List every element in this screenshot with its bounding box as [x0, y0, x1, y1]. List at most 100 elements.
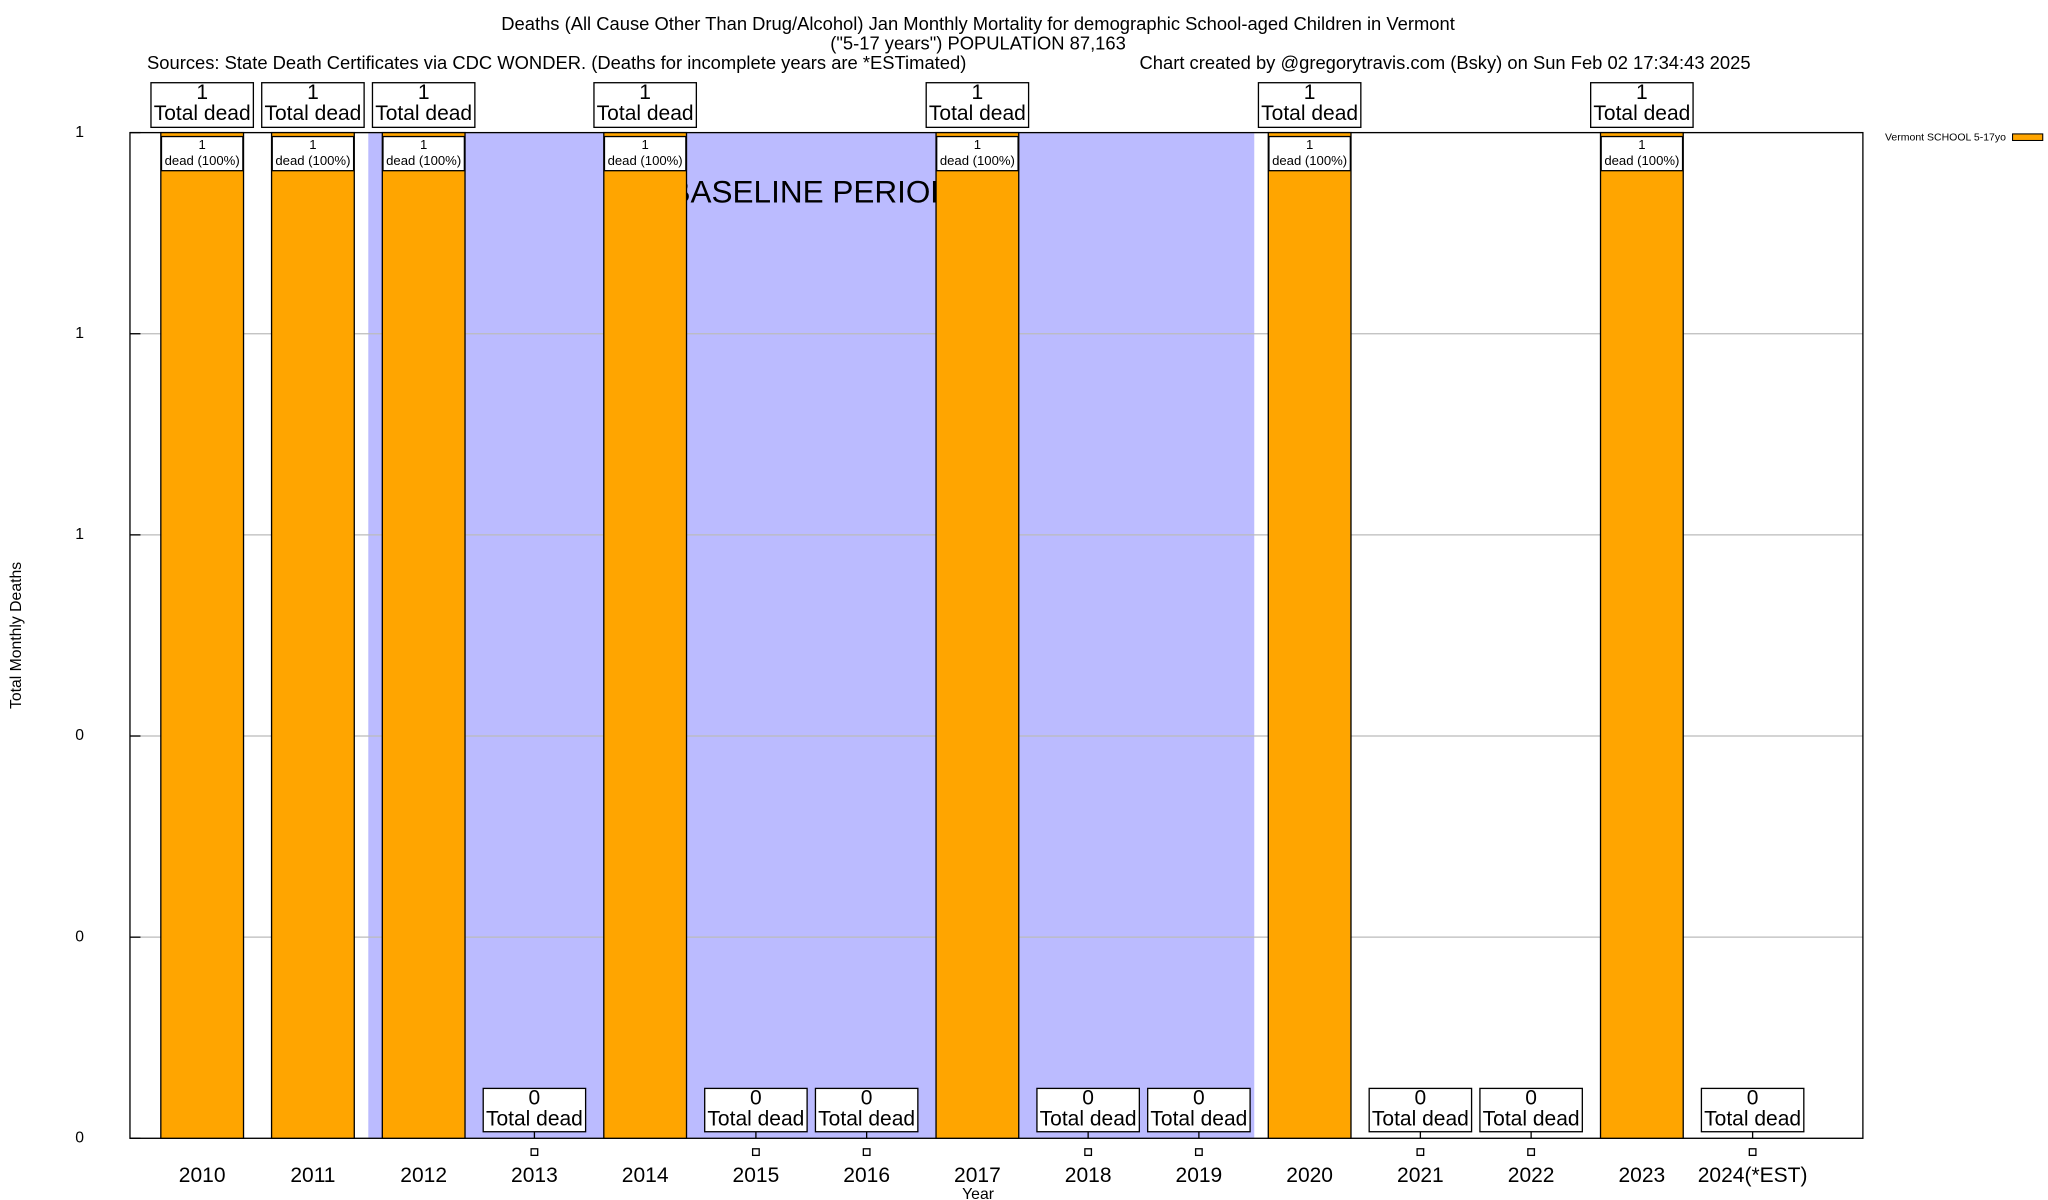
x-tick-label: 2024(*EST) [1698, 1164, 1808, 1187]
x-tick-label: 2012 [400, 1164, 447, 1187]
y-tick-label: 0 [75, 727, 84, 744]
zero-marker [862, 1148, 871, 1157]
inner-label: dead (100%) [1604, 153, 1679, 168]
value-label: 1 [972, 81, 984, 104]
x-tick-label: 2011 [290, 1164, 335, 1187]
inner-label: dead (100%) [1272, 153, 1347, 168]
value-label: 0 [1525, 1086, 1537, 1109]
inner-label-box [936, 135, 1019, 172]
value-label-box [704, 1087, 808, 1133]
inner-label-box [271, 135, 355, 172]
value-label-box [814, 1087, 919, 1133]
zero-marker [530, 1148, 539, 1157]
total-label: Total dead [486, 1107, 583, 1130]
total-label: Total dead [1483, 1107, 1580, 1130]
inner-value-label: 1 [1638, 137, 1645, 152]
source-note: Sources: State Death Certificates via CD… [147, 52, 966, 73]
value-label: 0 [1193, 1086, 1205, 1109]
inner-label-box [160, 135, 244, 172]
y-tick-label: 1 [75, 526, 84, 543]
value-label: 1 [418, 81, 430, 104]
y-tick-label: 0 [75, 928, 84, 945]
x-axis-label: Year [962, 1186, 994, 1200]
x-tick-label: 2021 [1397, 1164, 1444, 1187]
bar [1267, 131, 1352, 1139]
inner-label: dead (100%) [608, 153, 683, 168]
value-label: 0 [1747, 1086, 1759, 1109]
zero-marker [1748, 1148, 1757, 1157]
value-label-box [593, 82, 698, 129]
value-label: 0 [1082, 1086, 1094, 1109]
value-label-box [1147, 1087, 1251, 1133]
total-label: Total dead [1261, 102, 1358, 125]
value-label: 0 [1415, 1086, 1427, 1109]
x-tick-label: 2019 [1176, 1164, 1223, 1187]
value-label-box [1700, 1087, 1805, 1133]
total-label: Total dead [375, 102, 472, 125]
value-label: 0 [750, 1086, 762, 1109]
value-label-box [1257, 82, 1362, 129]
inner-value-label: 1 [420, 137, 427, 152]
chart-title: Deaths (All Cause Other Than Drug/Alcoho… [501, 13, 1455, 34]
inner-label: dead (100%) [940, 153, 1015, 168]
total-label: Total dead [1704, 1107, 1801, 1130]
total-label: Total dead [1593, 102, 1690, 125]
value-label-box [1036, 1087, 1140, 1133]
inner-label: dead (100%) [386, 153, 461, 168]
zero-marker [1416, 1148, 1425, 1157]
y-axis-label: Total Monthly Deaths [8, 562, 25, 709]
bar [270, 131, 355, 1139]
inner-label-box [382, 135, 466, 172]
inner-value-label: 1 [642, 137, 649, 152]
total-label: Total dead [1040, 1107, 1137, 1130]
zero-marker [751, 1148, 760, 1157]
value-label: 1 [639, 81, 651, 104]
x-tick-label: 2023 [1619, 1164, 1666, 1187]
x-tick-label: 2013 [511, 1164, 558, 1187]
baseline-label: BASELINE PERIOD [670, 174, 954, 210]
y-tick-label: 1 [75, 124, 84, 141]
x-tick-label: 2018 [1065, 1164, 1112, 1187]
y-tick-label: 0 [75, 1129, 84, 1146]
value-label-box [925, 82, 1030, 129]
value-label: 0 [529, 1086, 541, 1109]
inner-label-box [1600, 135, 1684, 172]
inner-value-label: 1 [309, 137, 316, 152]
value-label-box [1590, 82, 1694, 129]
inner-value-label: 1 [199, 137, 206, 152]
value-label: 0 [861, 1086, 873, 1109]
total-label: Total dead [264, 102, 361, 125]
legend-label: Vermont SCHOOL 5-17yo [1885, 132, 2006, 144]
zero-marker [1194, 1148, 1203, 1157]
value-label-box [482, 1087, 587, 1133]
zero-marker [1527, 1148, 1536, 1157]
value-label: 1 [196, 81, 208, 104]
chart-subtitle: ("5-17 years") POPULATION 87,163 [830, 32, 1126, 53]
x-tick-label: 2022 [1508, 1164, 1555, 1187]
total-label: Total dead [707, 1107, 804, 1130]
bar [603, 131, 688, 1139]
value-label-box [150, 82, 255, 129]
baseline-region [368, 132, 1255, 1139]
inner-label-box [603, 135, 687, 172]
total-label: Total dead [154, 102, 251, 125]
bar [381, 131, 466, 1139]
total-label: Total dead [1150, 1107, 1247, 1130]
value-label-box [1368, 1087, 1473, 1133]
value-label-box [261, 82, 365, 129]
inner-value-label: 1 [974, 137, 981, 152]
value-label: 1 [1304, 81, 1316, 104]
value-label: 1 [1636, 81, 1648, 104]
value-label-box [371, 82, 476, 129]
total-label: Total dead [597, 102, 694, 125]
zero-marker [1084, 1148, 1093, 1157]
bar [935, 131, 1020, 1139]
total-label: Total dead [818, 1107, 915, 1130]
bar [160, 131, 245, 1139]
legend-swatch [2012, 133, 2044, 142]
credit-note: Chart created by @gregorytravis.com (Bsk… [1140, 52, 1751, 73]
inner-label: dead (100%) [275, 153, 350, 168]
y-tick-label: 1 [75, 325, 84, 342]
